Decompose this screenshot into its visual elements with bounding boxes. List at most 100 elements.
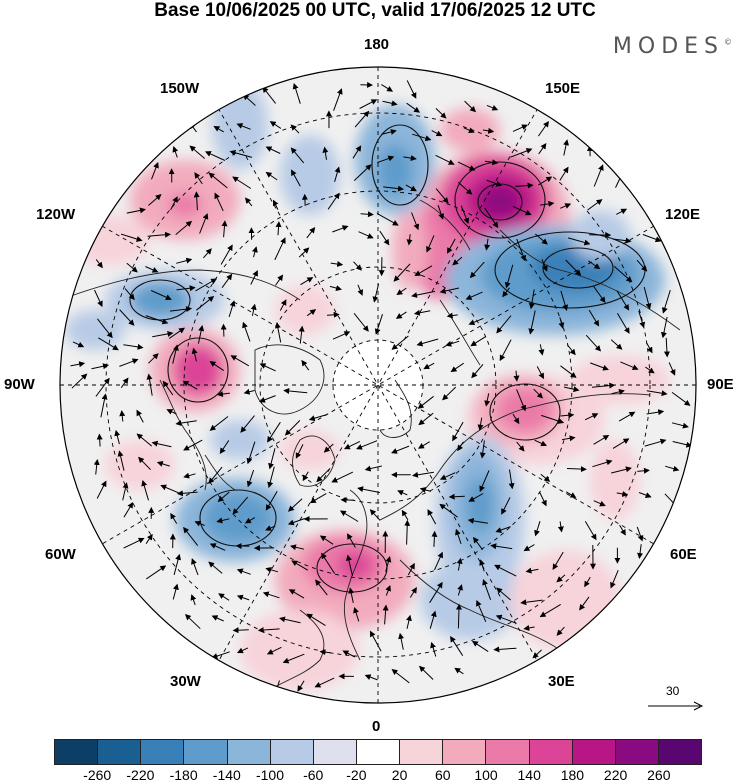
colorbar-swatch — [658, 740, 702, 764]
wind-arrow — [364, 465, 382, 472]
wind-arrow — [520, 599, 543, 606]
wind-arrow — [642, 234, 662, 243]
colorbar-swatch — [98, 740, 142, 764]
modes-logo: MODES© — [613, 34, 732, 59]
wind-arrow — [208, 561, 223, 574]
wind-arrow — [183, 526, 199, 546]
latitude-circle — [105, 112, 651, 658]
wind-arrow — [229, 149, 253, 158]
wind-arrow — [429, 581, 443, 604]
wind-arrow — [183, 439, 203, 451]
wind-arrow — [516, 441, 525, 452]
wind-arrow — [152, 330, 174, 338]
wind-arrow — [279, 616, 301, 624]
wind-arrow — [593, 500, 606, 507]
wind-arrow — [539, 603, 561, 618]
wind-arrow — [70, 361, 86, 368]
wind-arrow — [412, 471, 434, 478]
wind-arrow — [353, 261, 362, 271]
wind-arrow — [268, 448, 276, 470]
wind-arrow — [593, 164, 604, 187]
wind-arrow — [374, 314, 383, 335]
wind-arrow — [275, 274, 284, 286]
wind-arrow — [221, 273, 233, 288]
wind-arrow — [508, 469, 515, 490]
lon-label-30w: 30W — [170, 673, 201, 690]
lon-label-60w: 60W — [45, 546, 76, 563]
wind-arrow — [168, 327, 186, 339]
wind-arrow — [537, 120, 549, 137]
wind-arrow — [593, 286, 606, 304]
wind-arrow — [468, 493, 484, 502]
wind-arrow — [382, 100, 398, 107]
wind-arrow — [540, 473, 551, 482]
wind-arrow — [645, 366, 655, 374]
wind-arrow — [236, 647, 249, 654]
lon-label-120e: 120E — [665, 206, 701, 223]
wind-arrow — [467, 517, 488, 524]
wind-arrow — [119, 309, 135, 326]
wind-arrow — [172, 146, 179, 158]
wind-arrow — [301, 359, 310, 371]
wind-arrow — [429, 610, 437, 629]
wind-arrow — [563, 139, 569, 156]
wind-arrow — [98, 337, 119, 351]
wind-arrow — [528, 310, 536, 335]
lon-label-0: 0 — [372, 718, 381, 735]
wind-arrow — [452, 256, 463, 266]
wind-arrow — [173, 553, 182, 576]
wind-arrow — [611, 466, 632, 474]
wind-arrow — [141, 479, 149, 501]
wind-arrow — [403, 155, 417, 162]
wind-arrow — [413, 309, 431, 316]
wind-arrow — [496, 587, 511, 601]
colorbar-swatch — [572, 740, 616, 764]
wind-arrow — [274, 322, 282, 343]
wind-arrow — [376, 212, 399, 226]
wind-arrow — [412, 133, 432, 142]
anomaly-blob — [337, 551, 373, 579]
wind-arrow — [565, 491, 577, 498]
wind-arrow — [298, 247, 310, 258]
wind-arrow — [560, 365, 577, 378]
wind-arrow — [346, 533, 356, 548]
wind-arrow — [591, 382, 616, 389]
wind-arrow — [563, 386, 580, 393]
colorbar-tick-label: 260 — [647, 767, 671, 783]
wind-arrow — [477, 417, 484, 431]
reference-vector: 30 — [646, 684, 704, 712]
wind-arrow — [172, 344, 179, 364]
wind-arrow — [636, 526, 644, 542]
wind-arrow — [176, 285, 196, 292]
wind-arrow — [559, 166, 569, 181]
wind-arrow — [122, 482, 129, 501]
wind-arrow — [457, 182, 473, 195]
wind-arrow — [265, 146, 281, 154]
wind-arrow — [232, 496, 249, 515]
wind-arrow — [119, 358, 139, 367]
wind-arrow — [300, 277, 314, 286]
colorbar-swatch — [486, 740, 530, 764]
wind-arrow — [610, 570, 619, 589]
anomaly-blob — [203, 493, 273, 543]
wind-arrow — [358, 231, 374, 239]
wind-arrow — [259, 363, 276, 372]
colorbar-tick-label: 60 — [435, 767, 451, 783]
wind-arrow — [414, 265, 433, 277]
wind-arrow — [585, 334, 602, 352]
lon-label-30e: 30E — [548, 673, 575, 690]
wind-arrow — [381, 84, 394, 92]
meridian — [101, 225, 655, 545]
wind-arrow — [482, 127, 495, 134]
contour — [454, 161, 546, 239]
wind-arrow — [523, 544, 535, 552]
anomaly-blob — [105, 440, 175, 490]
pole-region — [333, 340, 423, 430]
wind-arrow — [457, 161, 476, 171]
coastline — [379, 379, 412, 438]
wind-arrow — [230, 355, 250, 367]
wind-arrow — [431, 530, 438, 547]
wind-arrow — [528, 289, 535, 310]
wind-arrow — [266, 646, 282, 655]
wind-arrow — [136, 409, 144, 423]
